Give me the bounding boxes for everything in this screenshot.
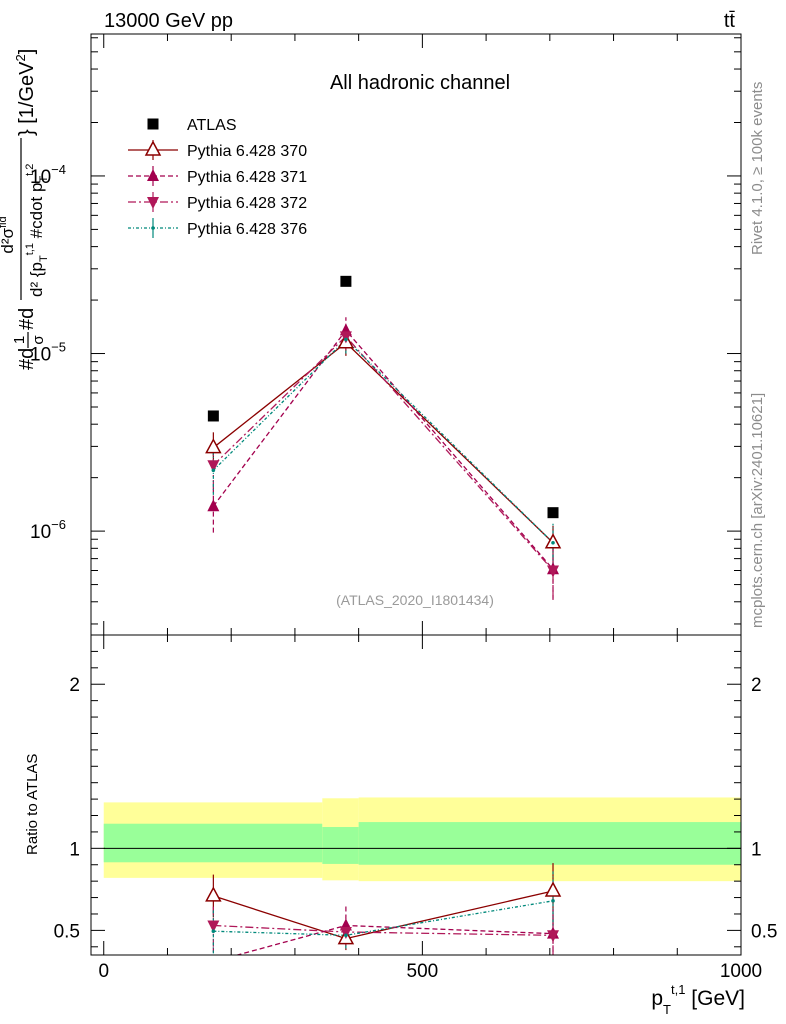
ratio-band-inner [322,827,359,864]
ratio-uncertainty-bands [103,797,741,882]
main-line-pythia-6-428-372 [212,335,554,571]
main-y-tick-label: 10−6 [30,517,66,543]
main-point-pythia-6-428-372 [339,331,352,344]
main-series-lines [212,329,554,571]
ratio-line-pythia-6-428-371 [234,924,554,955]
ratio-series-lines [213,890,554,955]
x-axis-label-sup: t,1 [671,982,685,997]
ratio-line-pythia-6-428-376 [213,900,554,936]
ylabel-units-end: ] [16,49,38,55]
legend-marker-pythia-6-428-370 [144,140,162,156]
ratio-y-tick-label-right: 1 [751,839,762,860]
ylabel-frac1-den: σ [30,335,47,345]
rivet-version-label: Rivet 4.1.0, ≥ 100k events [749,82,766,255]
svg-text:} [1/GeV2]: } [1/GeV2] [13,49,38,136]
x-tick-label: 0 [98,961,109,982]
ratio-point-pythia-6-428-376 [551,899,555,903]
main-x-ticks [103,34,742,635]
x-axis-label-sub: T [663,1002,671,1017]
header-energy-label: 13000 GeV pp [104,10,233,32]
x-axis-label: pTt,1 [GeV] [651,982,745,1017]
legend-label-atlas: ATLAS [187,117,237,134]
legend-marker-pythia-6-428-376 [151,226,155,230]
main-y-ticks: 10−6 10−5 10−4 [30,37,741,625]
main-point-pythia-6-428-371 [207,499,220,512]
legend-label-pythia-6-428-370: Pythia 6.428 370 [187,143,307,160]
main-markers [205,275,562,578]
x-axis-label-rest: [GeV] [685,987,745,1010]
ratio-y-axis-label: Ratio to ATLAS [24,754,41,855]
ratio-y-tick-label-left: 1 [69,839,80,860]
ratio-x-ticks: 0 500 1000 [98,635,762,982]
ratio-point-pythia-6-428-376 [344,933,348,938]
ratio-line-pythia-6-428-370 [213,890,554,940]
main-y-tick-label: 10−5 [30,340,66,366]
svg-text:#d: #d [16,348,38,370]
ylabel-den-sup2: t,2 [24,164,36,176]
main-panel: 10−6 10−5 10−4 All hadronic channel (ATLAS… [0,33,742,636]
main-point-pythia-6-428-376 [211,468,216,473]
ratio-markers [205,881,562,955]
ratio-point-pythia-6-428-370 [544,881,562,897]
main-plot-title: All hadronic channel [330,72,510,94]
ratio-point-pythia-6-428-372 [207,920,220,933]
svg-text:d²σfid: d²σfid [0,216,17,253]
ylabel-den-sub2: T [38,176,50,183]
ylabel-frac2-num-sup: fid [0,216,9,228]
legend-label-pythia-6-428-372: Pythia 6.428 372 [187,195,307,212]
ratio-point-pythia-6-428-372 [339,927,352,940]
x-tick-label: 1000 [720,961,762,982]
legend-marker-pythia-6-428-372 [147,197,159,209]
ratio-y-ticks: 0.5 0.5 1 1 2 2 [54,634,777,948]
ylabel-frac2-den: d² {p [27,262,46,297]
legend-marker-atlas [147,118,159,130]
svg-text:d² {pTt,1 #cdot pTt,2: d² {pTt,1 #cdot pTt,2 [24,164,50,297]
ylabel-den-mid: #cdot p [27,183,46,244]
ratio-point-pythia-6-428-372 [547,930,560,943]
ratio-band-inner [103,823,323,863]
main-point-atlas [207,410,219,422]
ylabel-units-sup: 2 [13,54,28,61]
main-point-atlas [340,275,352,287]
header-process-label: tt̄ [724,10,736,32]
ratio-point-pythia-6-428-370 [205,886,222,902]
main-point-atlas [547,507,559,519]
main-point-pythia-6-428-376 [344,337,348,342]
ylabel-den-sup: t,1 [24,243,36,255]
ylabel-frac1-num: 1 [11,336,28,344]
ylabel-frac2-num: d²σ [0,228,17,254]
ylabel-den-sub: T [38,255,50,262]
main-y-axis-label: #d 1 σ #d d²σfid d² {pTt,1 #cdot pTt,2 }… [0,49,50,370]
ratio-y-tick-label-left: 2 [69,675,80,696]
ylabel-units: } [1/GeV [16,61,38,136]
ratio-band-inner [358,822,741,865]
ratio-point-pythia-6-428-376 [211,929,216,934]
main-point-pythia-6-428-370 [205,438,222,454]
main-point-pythia-6-428-376 [551,540,555,545]
main-error-bars [212,317,554,600]
analysis-watermark: (ATLAS_2020_I1801434) [336,592,494,608]
ratio-y-tick-label-right: 2 [751,675,762,696]
ratio-panel: 0.5 0.5 1 1 2 2 0 500 1000 Ratio to ATLAS pTt,1… [24,634,777,1017]
ratio-plot-frame [90,634,742,956]
legend-label-pythia-6-428-371: Pythia 6.428 371 [187,169,307,186]
ratio-y-tick-label-left: 0.5 [54,921,80,942]
mcplots-reference-label: mcplots.cern.ch [arXiv:2401.10621] [749,393,766,628]
main-point-pythia-6-428-372 [207,460,220,473]
main-line-pythia-6-428-371 [212,329,554,570]
main-y-tick-label: 10−4 [30,162,66,188]
legend-label-pythia-6-428-376: Pythia 6.428 376 [187,221,307,238]
x-tick-label: 500 [407,961,439,982]
legend-marker-pythia-6-428-371 [147,169,159,181]
x-axis-label-p: p [651,987,663,1010]
legend: ATLAS Pythia 6.428 370 Pythia 6.428 371 Pyt… [128,117,307,238]
ylabel-part-mid: #d [16,308,38,330]
ylabel-part-left: #d [16,348,38,370]
main-point-pythia-6-428-372 [547,565,560,578]
ratio-y-tick-label-right: 0.5 [751,921,777,942]
ratio-point-pythia-6-428-371 [213,954,214,955]
